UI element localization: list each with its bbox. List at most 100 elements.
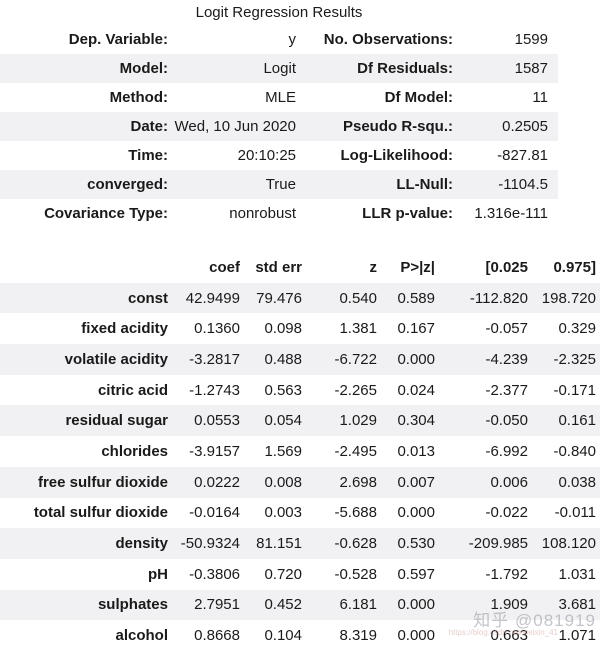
coef-header-cell: P>|z| <box>381 252 439 283</box>
coef-cell: -2.325 <box>553 350 596 368</box>
summary-value: -827.81 <box>497 147 548 164</box>
coef-cell: 0.000 <box>397 627 435 645</box>
coef-cell: 0.1360 <box>194 320 240 338</box>
coef-cell: -4.239 <box>485 350 528 368</box>
coef-header-cell <box>0 252 172 283</box>
table-row: Date: Wed, 10 Jun 2020 Pseudo R-squ.: 0.… <box>0 112 558 141</box>
table-row: pH -0.3806 0.720 -0.528 0.597 -1.792 1.0… <box>0 559 600 590</box>
coef-cell: 1.071 <box>558 627 596 645</box>
summary-label: Df Model: <box>384 89 453 106</box>
coef-cell: 0.098 <box>264 320 302 338</box>
coef-row-label: citric acid <box>97 381 168 399</box>
table-row: fixed acidity 0.1360 0.098 1.381 0.167 -… <box>0 313 600 344</box>
coef-cell: -3.2817 <box>189 350 240 368</box>
summary-value: 1587 <box>514 60 548 77</box>
coef-cell: 0.008 <box>264 473 302 491</box>
coef-row-label: sulphates <box>97 596 168 614</box>
summary-value: nonrobust <box>229 205 296 222</box>
summary-value: MLE <box>265 89 296 106</box>
table-row: chlorides -3.9157 1.569 -2.495 0.013 -6.… <box>0 436 600 467</box>
coef-row-label: volatile acidity <box>64 350 168 368</box>
coef-cell: -0.840 <box>553 442 596 460</box>
coef-cell: 0.452 <box>264 596 302 614</box>
coef-row-label: residual sugar <box>65 412 168 430</box>
coef-header-cell: z <box>306 252 381 283</box>
coef-cell: -50.9324 <box>180 535 240 553</box>
coef-row-label: fixed acidity <box>81 320 168 338</box>
summary-label: Log-Likelihood: <box>340 147 453 164</box>
coef-cell: -0.022 <box>485 504 528 522</box>
coef-row-label: chlorides <box>101 442 168 460</box>
coef-cell: 0.104 <box>264 627 302 645</box>
coef-cell: 0.013 <box>397 442 435 460</box>
coef-cell: -3.9157 <box>189 442 240 460</box>
table-row: residual sugar 0.0553 0.054 1.029 0.304 … <box>0 405 600 437</box>
coef-cell: 0.000 <box>397 350 435 368</box>
table-row: citric acid -1.2743 0.563 -2.265 0.024 -… <box>0 375 600 406</box>
table-row: total sulfur dioxide -0.0164 0.003 -5.68… <box>0 498 600 529</box>
summary-value: 11 <box>532 89 548 106</box>
table-row: Method: MLE Df Model: 11 <box>0 83 558 112</box>
coef-cell: 0.007 <box>397 473 435 491</box>
coef-row-label: density <box>115 535 168 553</box>
coef-cell: 0.024 <box>397 381 435 399</box>
coef-cell: 0.304 <box>397 412 435 430</box>
model-summary-table: Dep. Variable: y No. Observations: 1599 … <box>0 25 558 228</box>
coefficients-table: coef std err z P>|z| [0.025 0.975] const… <box>0 252 600 651</box>
summary-value: 20:10:25 <box>237 147 296 164</box>
coef-cell: 1.909 <box>490 596 528 614</box>
coef-cell: 0.167 <box>397 320 435 338</box>
coef-cell: 79.476 <box>256 289 302 307</box>
coef-header-cell: coef <box>172 252 244 283</box>
coef-cell: -2.377 <box>485 381 528 399</box>
coef-cell: 0.000 <box>397 504 435 522</box>
coef-cell: 0.488 <box>264 350 302 368</box>
coef-cell: 42.9499 <box>185 289 240 307</box>
coef-cell: 2.7951 <box>194 596 240 614</box>
coef-cell: 1.031 <box>558 565 596 583</box>
coef-cell: -6.992 <box>485 442 528 460</box>
summary-label: Model: <box>119 60 168 77</box>
coef-cell: 0.329 <box>558 320 596 338</box>
page-title: Logit Regression Results <box>195 4 363 21</box>
table-row: free sulfur dioxide 0.0222 0.008 2.698 0… <box>0 466 600 498</box>
summary-value: y <box>288 31 297 48</box>
table-row: density -50.9324 81.151 -0.628 0.530 -20… <box>0 528 600 559</box>
coef-cell: -1.792 <box>485 565 528 583</box>
coef-cell: -112.820 <box>469 289 528 307</box>
coef-cell: 0.8668 <box>194 627 240 645</box>
coef-cell: 198.720 <box>541 289 596 307</box>
summary-label: converged: <box>87 176 168 193</box>
coef-cell: -0.528 <box>334 565 377 583</box>
coef-header-row: coef std err z P>|z| [0.025 0.975] <box>0 252 600 283</box>
summary-label: LL-Null: <box>396 176 453 193</box>
coef-cell: -2.265 <box>334 381 377 399</box>
coef-cell: -1.2743 <box>189 381 240 399</box>
coef-cell: -0.3806 <box>189 565 240 583</box>
summary-label: Df Residuals: <box>357 60 453 77</box>
summary-label: Covariance Type: <box>44 205 168 222</box>
coef-cell: 0.720 <box>264 565 302 583</box>
coef-cell: -5.688 <box>334 504 377 522</box>
coef-cell: 1.381 <box>339 320 377 338</box>
coef-cell: -6.722 <box>334 350 377 368</box>
summary-value: 1.316e-111 <box>474 205 548 222</box>
coef-cell: 81.151 <box>256 535 302 553</box>
coef-cell: 0.0222 <box>194 473 240 491</box>
coef-cell: 8.319 <box>339 627 377 645</box>
table-row: volatile acidity -3.2817 0.488 -6.722 0.… <box>0 344 600 375</box>
coef-cell: 0.006 <box>490 473 528 491</box>
coef-cell: 0.597 <box>397 565 435 583</box>
table-row: const 42.9499 79.476 0.540 0.589 -112.82… <box>0 282 600 314</box>
coef-cell: 1.569 <box>264 442 302 460</box>
coef-row-label: total sulfur dioxide <box>33 504 168 522</box>
summary-label: Dep. Variable: <box>68 31 168 48</box>
summary-label: Method: <box>109 89 168 106</box>
summary-value: Logit <box>263 60 296 77</box>
coef-row-label: const <box>127 289 168 307</box>
coef-cell: 2.698 <box>339 473 377 491</box>
coef-cell: 0.563 <box>264 381 302 399</box>
summary-value: True <box>265 176 296 193</box>
summary-value: 0.2505 <box>502 118 548 135</box>
